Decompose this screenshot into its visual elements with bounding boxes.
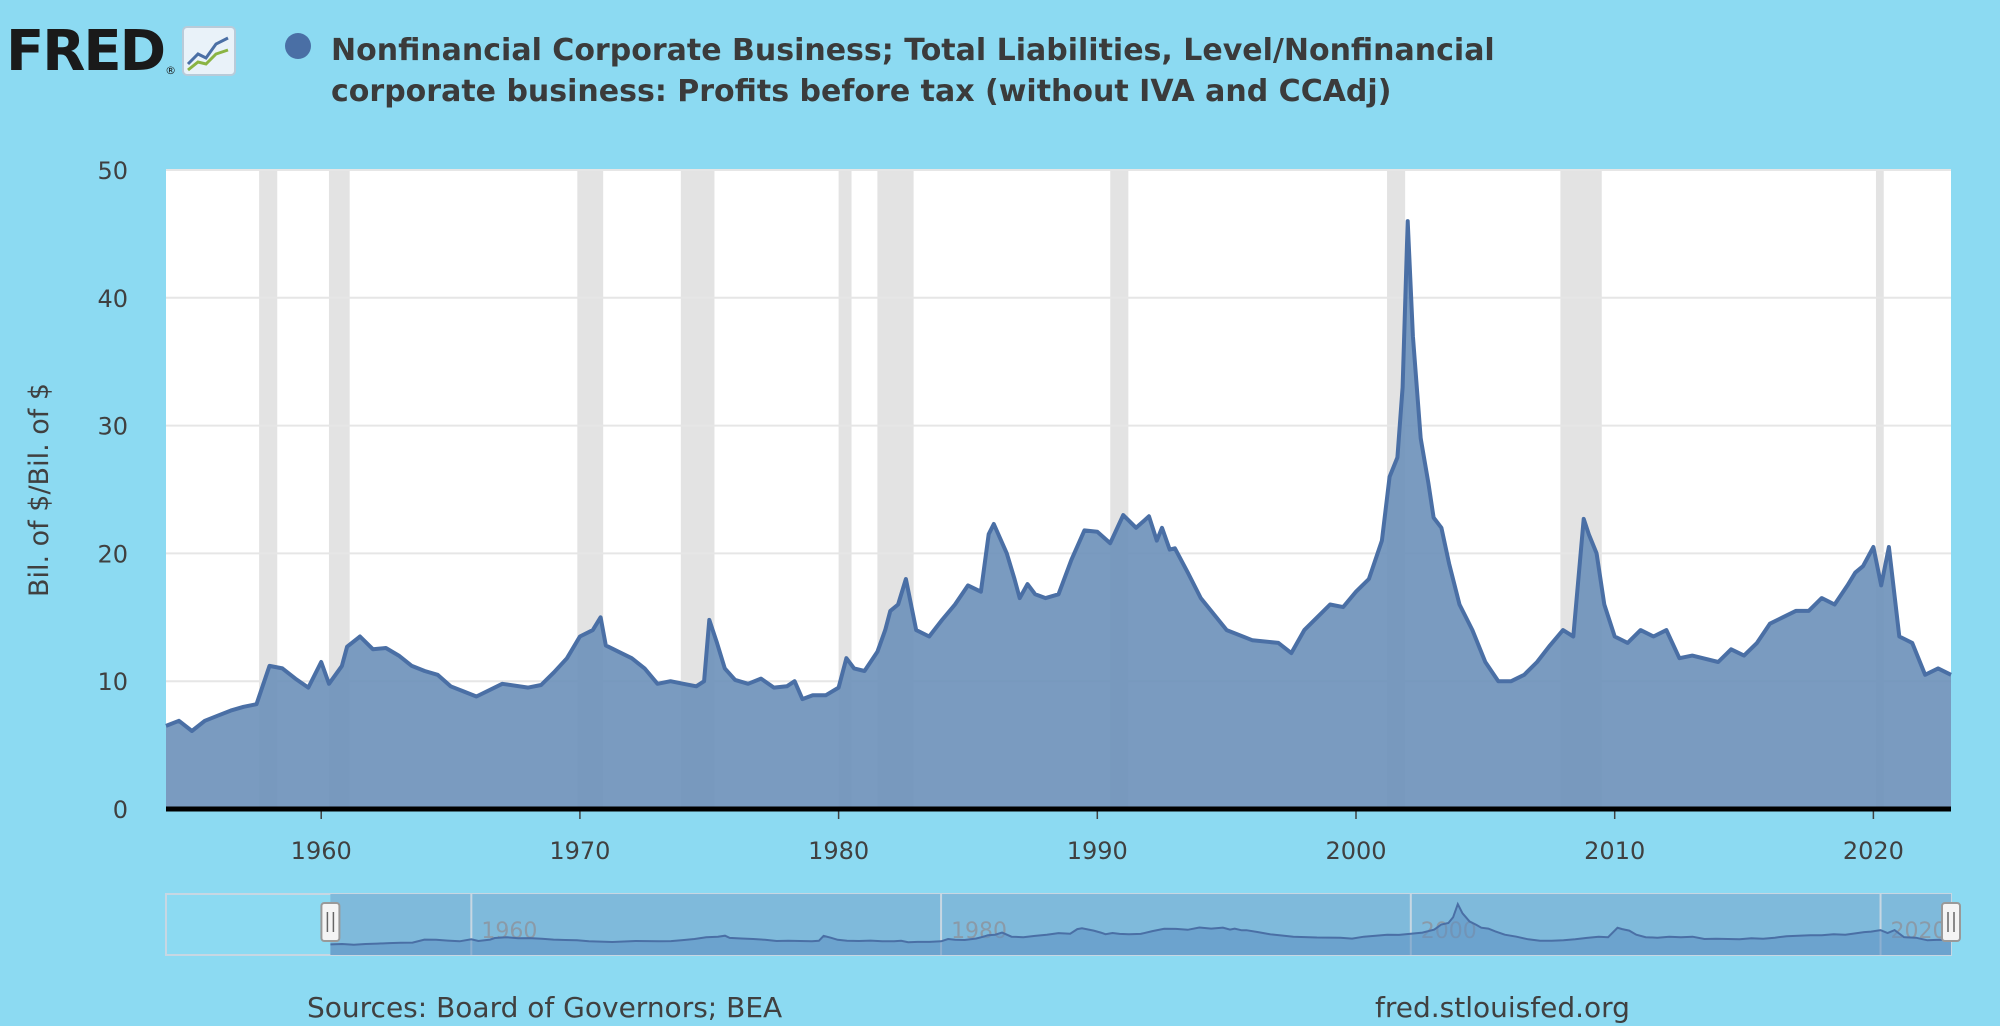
series-area — [166, 221, 1951, 810]
recession-band — [1875, 170, 1884, 809]
axes: 0 10 20 30 40 50 1960 1970 1980 1990 2000 2010 2020 — [97, 157, 1951, 865]
y-tick-label: 50 — [97, 157, 128, 185]
x-tick-label: 2000 — [1325, 837, 1386, 865]
gridlines — [166, 169, 1951, 683]
x-tick-label: 1990 — [1067, 837, 1128, 865]
source-note: Sources: Board of Governors; BEA — [307, 991, 783, 1024]
series-line — [165, 219, 1952, 733]
y-tick-label: 40 — [97, 285, 128, 313]
logo-text: FRED — [6, 19, 166, 84]
y-tick-label: 20 — [97, 540, 128, 568]
x-tick-label: 1960 — [291, 837, 352, 865]
series-legend-marker — [285, 33, 311, 59]
series-title: Nonfinancial Corporate Business; Total L… — [331, 33, 1495, 109]
y-axis-label: Bil. of $/Bil. of $ — [24, 383, 55, 597]
navigator-area — [330, 904, 1951, 955]
x-tick-label: 2020 — [1843, 837, 1904, 865]
chart-legend: Nonfinancial Corporate Business; Total L… — [285, 30, 1655, 112]
fred-logo[interactable]: FRED ® — [6, 19, 237, 84]
navigator-line — [330, 901, 1952, 946]
x-tick-label: 2010 — [1584, 837, 1645, 865]
y-tick-label: 10 — [97, 668, 128, 696]
handle-body[interactable] — [320, 902, 341, 942]
chart-badge-icon — [182, 26, 237, 80]
navigator-handle-left[interactable] — [320, 902, 341, 942]
logo-registered-mark: ® — [165, 64, 177, 77]
recession-band — [259, 170, 278, 809]
y-tick-label: 30 — [97, 413, 128, 441]
series-group — [165, 219, 1952, 810]
handle-body[interactable] — [1941, 902, 1961, 942]
x-tick-label: 1980 — [808, 837, 869, 865]
recession-band — [838, 170, 852, 809]
navigator-handle-right[interactable] — [1941, 902, 1961, 942]
site-url[interactable]: fred.stlouisfed.org — [1375, 991, 1630, 1024]
range-navigator[interactable]: 1960198020002020 — [165, 893, 1961, 956]
y-tick-label: 0 — [113, 796, 128, 824]
x-tick-label: 1970 — [549, 837, 610, 865]
